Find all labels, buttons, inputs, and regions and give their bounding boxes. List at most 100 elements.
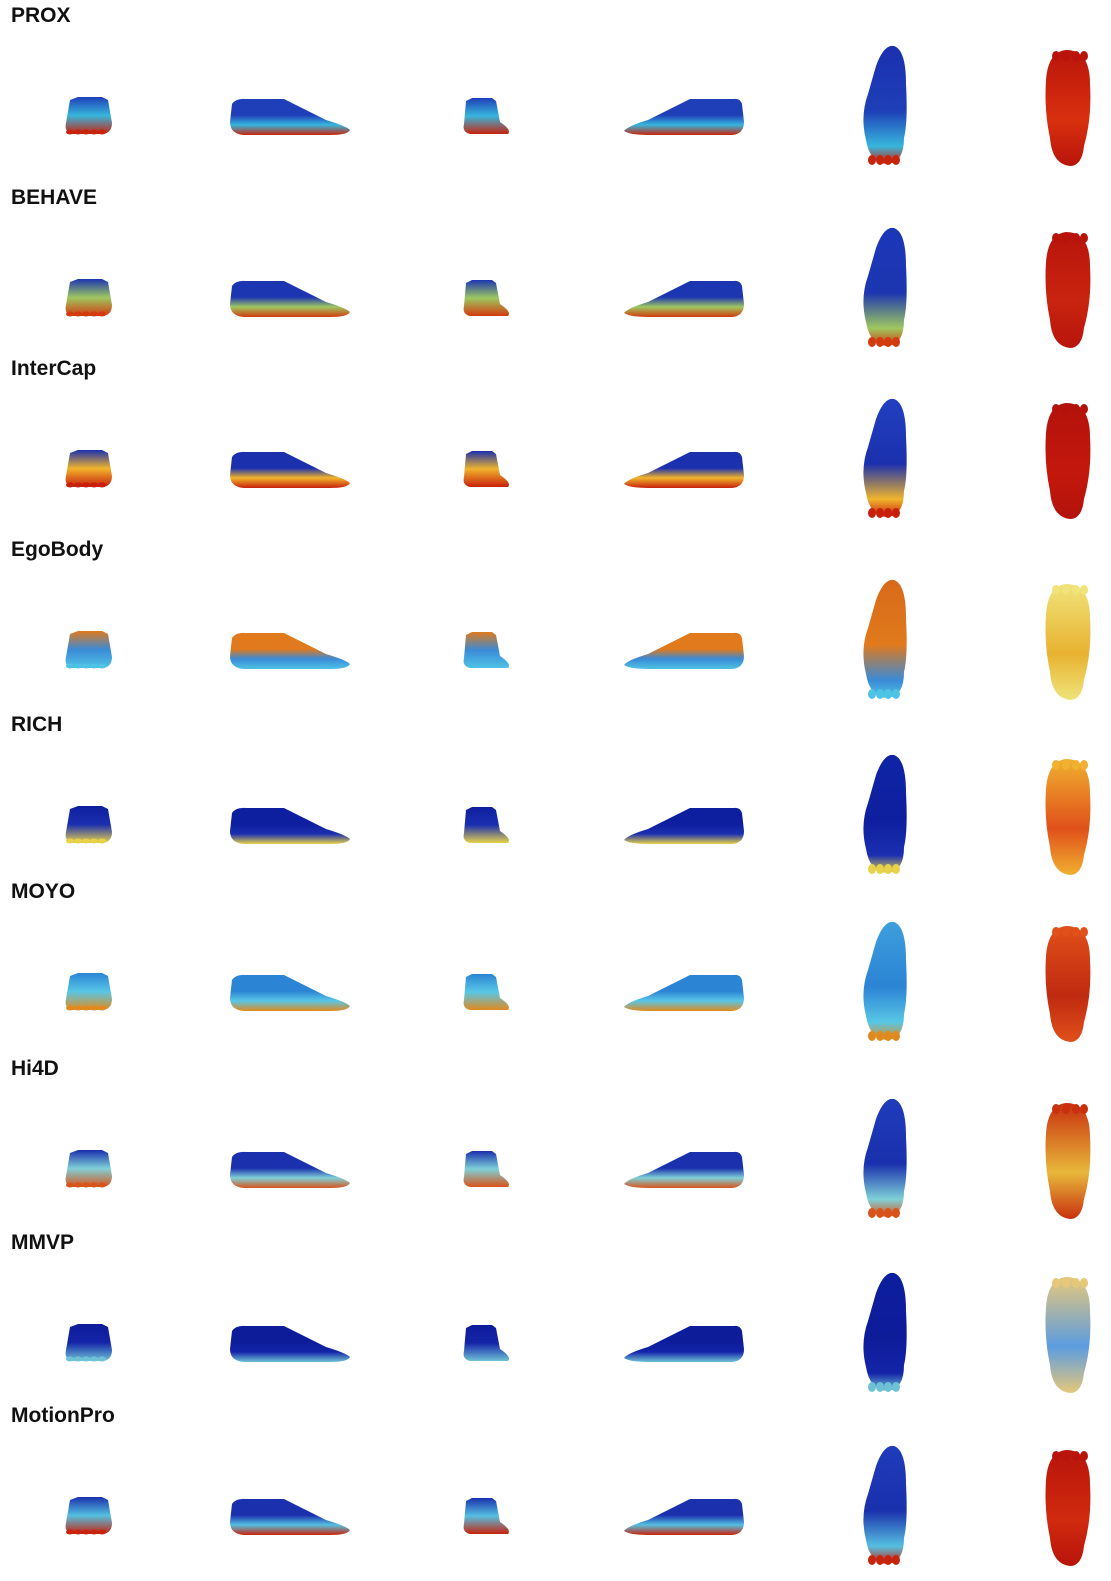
- toe-bump: [82, 129, 90, 135]
- toe: [868, 508, 876, 518]
- foot-views: [65, 45, 1091, 166]
- toe: [876, 1555, 884, 1565]
- foot-dorsal-view: [863, 921, 907, 1040]
- foot-medial-view: [624, 1325, 744, 1362]
- foot-dorsal-view: [863, 754, 907, 873]
- foot-back-view: [463, 1325, 509, 1361]
- foot-back-view: [463, 1151, 509, 1187]
- toe-bump: [82, 482, 90, 488]
- foot-plantar-view: [1045, 232, 1091, 348]
- toe-bump: [66, 1529, 74, 1535]
- foot-front-view: [65, 806, 112, 843]
- dataset-label: MotionPro: [11, 1404, 115, 1427]
- foot-views: [65, 1098, 1091, 1219]
- toe: [892, 1031, 900, 1041]
- foot-side-view: [230, 280, 350, 317]
- foot-back-view: [463, 807, 509, 843]
- toe-bump: [66, 1182, 74, 1188]
- toe: [1052, 1278, 1060, 1288]
- foot-views: [65, 1445, 1091, 1566]
- foot-front-view: [65, 631, 112, 668]
- toe-bump: [82, 311, 90, 317]
- toe: [1072, 585, 1080, 595]
- toe-bump: [98, 311, 106, 317]
- toe-bump: [74, 1005, 82, 1011]
- toe-bump: [66, 129, 74, 135]
- toe-bump: [90, 663, 98, 669]
- toe: [876, 337, 884, 347]
- toe: [1072, 233, 1080, 243]
- dataset-row-intercap: InterCap: [0, 357, 1111, 533]
- foot-medial-view: [624, 98, 744, 135]
- dataset-row-moyo: MOYO: [0, 880, 1111, 1056]
- toe-bump: [74, 311, 82, 317]
- foot-side-view: [230, 451, 350, 488]
- foot-medial-view: [624, 1498, 744, 1535]
- toe-bump: [90, 1529, 98, 1535]
- foot-front-view: [65, 973, 112, 1010]
- toe: [892, 864, 900, 874]
- toe-bump: [82, 1529, 90, 1535]
- foot-dorsal-view: [863, 398, 907, 517]
- toe-bump: [74, 838, 82, 844]
- toe: [1072, 404, 1080, 414]
- dataset-label: EgoBody: [11, 538, 104, 561]
- dataset-label: MMVP: [11, 1231, 74, 1254]
- toe-bump: [98, 1529, 106, 1535]
- toe: [884, 1031, 892, 1041]
- toe-bump: [82, 1005, 90, 1011]
- foot-views: [65, 227, 1091, 348]
- toe: [1052, 760, 1060, 770]
- toe-bump: [98, 838, 106, 844]
- toe-bump: [98, 663, 106, 669]
- toe: [892, 689, 900, 699]
- toe-bump: [66, 311, 74, 317]
- dataset-label: PROX: [11, 4, 71, 27]
- dataset-row-mmvp: MMVP: [0, 1231, 1111, 1407]
- dataset-label: BEHAVE: [11, 186, 97, 209]
- toe: [884, 337, 892, 347]
- toe-bump: [74, 129, 82, 135]
- toe: [884, 1382, 892, 1392]
- toe-bump: [98, 482, 106, 488]
- toe: [1052, 51, 1060, 61]
- toe: [876, 1208, 884, 1218]
- toe-bump: [90, 129, 98, 135]
- toe: [868, 1382, 876, 1392]
- toe: [884, 155, 892, 165]
- toe: [1062, 927, 1070, 937]
- toe-bump: [98, 1182, 106, 1188]
- foot-back-view: [463, 632, 509, 668]
- dataset-label: Hi4D: [11, 1057, 59, 1080]
- toe: [868, 689, 876, 699]
- toe: [868, 155, 876, 165]
- foot-front-view: [65, 1150, 112, 1187]
- toe: [1062, 1451, 1070, 1461]
- foot-plantar-view: [1045, 759, 1091, 875]
- toe: [876, 1031, 884, 1041]
- toe: [892, 1208, 900, 1218]
- toe: [876, 864, 884, 874]
- foot-medial-view: [624, 632, 744, 669]
- foot-side-view: [230, 632, 350, 669]
- toe: [868, 1208, 876, 1218]
- foot-front-view: [65, 1497, 112, 1534]
- foot-back-view: [463, 280, 509, 316]
- toe-bump: [90, 482, 98, 488]
- toe: [892, 1382, 900, 1392]
- toe: [1062, 1104, 1070, 1114]
- toe-bump: [98, 1005, 106, 1011]
- toe: [1062, 1278, 1070, 1288]
- foot-dorsal-view: [863, 227, 907, 346]
- foot-dorsal-view: [863, 1098, 907, 1217]
- foot-dorsal-view: [863, 1272, 907, 1391]
- foot-side-view: [230, 1325, 350, 1362]
- foot-front-view: [65, 450, 112, 487]
- toe: [884, 1208, 892, 1218]
- toe: [1072, 927, 1080, 937]
- toe: [1052, 233, 1060, 243]
- toe: [868, 1555, 876, 1565]
- toe-bump: [98, 129, 106, 135]
- toe: [1072, 51, 1080, 61]
